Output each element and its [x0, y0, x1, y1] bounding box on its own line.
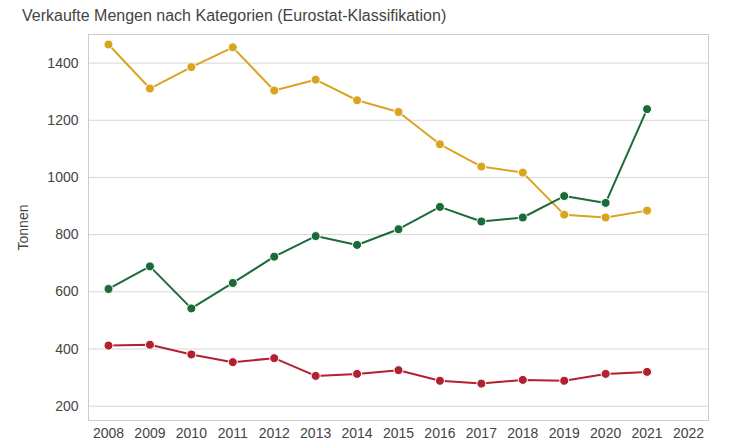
svg-text:1400: 1400 [47, 55, 78, 71]
svg-text:2010: 2010 [176, 425, 207, 441]
svg-text:2014: 2014 [341, 425, 372, 441]
svg-text:400: 400 [55, 340, 79, 356]
svg-text:2015: 2015 [383, 425, 414, 441]
html-text:Verkaufte Mengen nach Kategori: Verkaufte Mengen nach Kategorien (Eurost… [22, 7, 447, 24]
svg-text:2017: 2017 [466, 425, 497, 441]
svg-text:2019: 2019 [549, 425, 580, 441]
svg-text:2016: 2016 [424, 425, 455, 441]
svg-text:2009: 2009 [134, 425, 165, 441]
svg-text:800: 800 [55, 226, 79, 242]
svg-text:2011: 2011 [218, 425, 248, 441]
svg-text:200: 200 [55, 398, 79, 414]
svg-text:2008: 2008 [93, 425, 124, 441]
svg-text:2018: 2018 [507, 425, 538, 441]
svg-text:2021: 2021 [631, 425, 662, 441]
svg-text:600: 600 [55, 283, 79, 299]
svg-text:1200: 1200 [47, 112, 78, 128]
svg-text:2020: 2020 [590, 425, 621, 441]
svg-text:2022: 2022 [673, 425, 704, 441]
svg-text:2012: 2012 [259, 425, 290, 441]
svg-text:Tonnen: Tonnen [15, 205, 31, 251]
svg-text:1000: 1000 [47, 169, 78, 185]
svg-text:2013: 2013 [300, 425, 331, 441]
